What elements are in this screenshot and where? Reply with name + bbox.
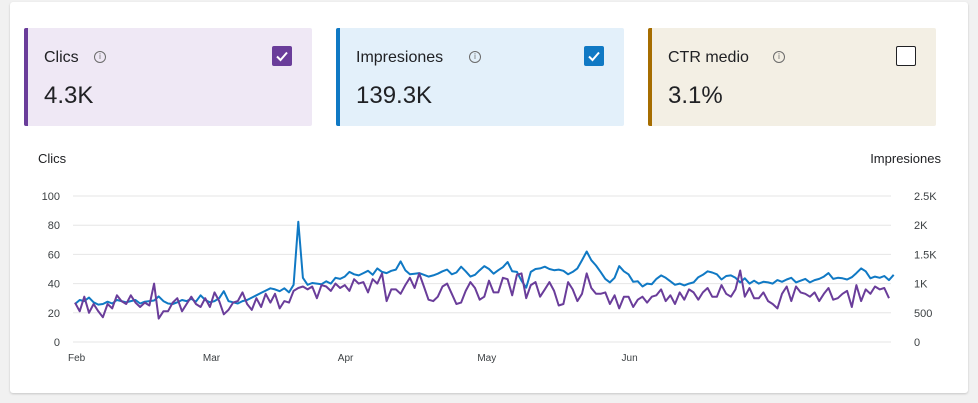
x-tick-label: May: [477, 353, 496, 364]
info-icon[interactable]: i: [773, 51, 785, 63]
y-tick-label-left: 20: [48, 308, 60, 320]
metric-checkbox[interactable]: [272, 46, 292, 66]
y-tick-label-right: 0: [914, 337, 920, 349]
checkmark-icon: [276, 51, 288, 62]
x-tick-label: Apr: [338, 353, 354, 364]
x-tick-label: Jun: [622, 353, 638, 364]
left-axis-title: Clics: [38, 151, 67, 166]
checkmark-icon: [588, 51, 600, 62]
metric-checkbox[interactable]: [584, 46, 604, 66]
y-tick-label-left: 0: [54, 337, 60, 349]
metric-card-impressions[interactable]: Impresiones i 139.3K: [336, 28, 624, 126]
metric-checkbox[interactable]: [896, 46, 916, 66]
info-icon[interactable]: i: [469, 51, 481, 63]
y-tick-label-right: 1K: [914, 279, 928, 291]
metric-value: 139.3K: [356, 82, 433, 109]
y-tick-label-left: 60: [48, 249, 60, 261]
series-line-impresiones: [74, 220, 895, 306]
y-tick-label-right: 2K: [914, 220, 928, 232]
series-line-clics: [74, 269, 890, 320]
info-icon[interactable]: i: [94, 51, 106, 63]
right-axis-title: Impresiones: [870, 151, 941, 166]
y-tick-label-left: 100: [42, 191, 60, 203]
x-tick-label: Feb: [68, 353, 86, 364]
card-accent-bar: [336, 28, 340, 126]
x-tick-label: Mar: [203, 353, 221, 364]
metric-card-ctr[interactable]: CTR medio i 3.1%: [648, 28, 936, 126]
y-tick-label-right: 1.5K: [914, 249, 937, 261]
y-tick-label-left: 80: [48, 220, 60, 232]
metric-label: Clics: [44, 49, 79, 66]
y-tick-label-right: 2.5K: [914, 191, 937, 203]
metric-card-clicks[interactable]: Clics i 4.3K: [24, 28, 312, 126]
metric-label: Impresiones: [356, 49, 444, 66]
card-accent-bar: [24, 28, 28, 126]
y-tick-label-right: 500: [914, 308, 932, 320]
metric-label: CTR medio: [668, 49, 749, 66]
card-accent-bar: [648, 28, 652, 126]
metric-value: 3.1%: [668, 82, 723, 109]
metric-value: 4.3K: [44, 82, 94, 109]
y-tick-label-left: 40: [48, 279, 60, 291]
